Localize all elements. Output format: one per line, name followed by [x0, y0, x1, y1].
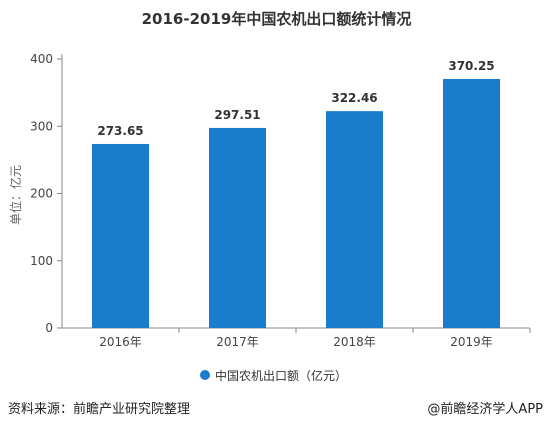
bar — [326, 111, 383, 328]
y-tick-label: 0 — [45, 321, 53, 335]
x-tick-label: 2019年 — [450, 335, 493, 349]
x-tick-label: 2018年 — [333, 335, 376, 349]
credit-text: @前瞻经济学人APP — [427, 402, 543, 417]
x-tick-label: 2016年 — [99, 335, 142, 349]
data-label: 322.46 — [331, 91, 377, 105]
y-tick-label: 100 — [30, 254, 53, 268]
chart-title: 2016-2019年中国农机出口额统计情况 — [141, 10, 412, 28]
y-tick-label: 400 — [30, 52, 53, 66]
legend-label: 中国农机出口额（亿元） — [215, 368, 347, 383]
y-tick-label: 200 — [30, 187, 53, 201]
data-label: 370.25 — [448, 59, 494, 73]
y-axis-label: 单位：亿元 — [8, 165, 23, 225]
source-text: 资料来源：前瞻产业研究院整理 — [8, 402, 191, 417]
y-tick-label: 300 — [30, 119, 53, 133]
data-label: 297.51 — [214, 108, 260, 122]
bar — [209, 127, 266, 328]
bar — [443, 79, 500, 329]
x-tick-label: 2017年 — [216, 335, 259, 349]
y-axis: 0 100 200 300 400 — [30, 52, 63, 335]
x-axis: 2016年 2017年 2018年 2019年 — [62, 327, 531, 349]
bar — [92, 143, 149, 328]
bar-series — [92, 79, 500, 329]
legend-marker — [200, 370, 210, 380]
legend[interactable]: 中国农机出口额（亿元） — [200, 368, 347, 383]
data-label: 273.65 — [97, 124, 143, 138]
data-labels: 273.65 297.51 322.46 370.25 — [97, 59, 494, 138]
